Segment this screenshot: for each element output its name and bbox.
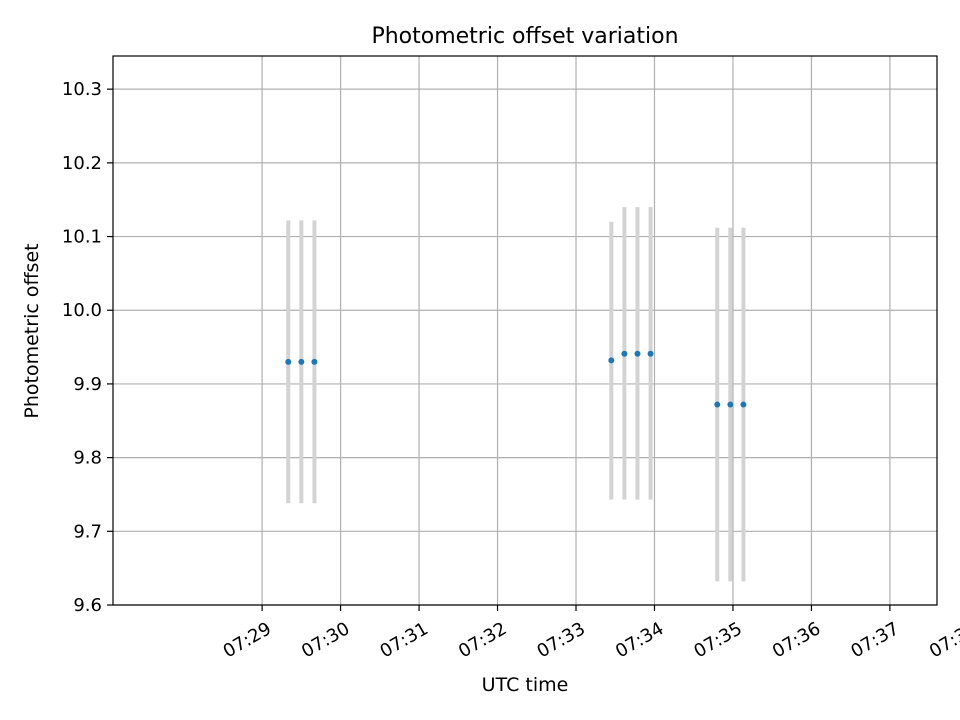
data-point — [714, 401, 721, 408]
data-point — [285, 358, 292, 365]
data-point — [727, 401, 734, 408]
x-tick-label: 07:31 — [377, 618, 432, 662]
y-tick-label: 9.9 — [73, 374, 102, 395]
data-points — [285, 350, 747, 408]
x-tick-label: 07:33 — [533, 618, 588, 662]
grid — [113, 56, 937, 606]
x-axis-label: UTC time — [482, 674, 569, 696]
data-point — [621, 350, 628, 357]
y-tick-label: 10.2 — [62, 153, 102, 174]
y-axis-label: Photometric offset — [21, 243, 43, 418]
data-point — [634, 350, 641, 357]
y-tick-label: 10.3 — [62, 79, 102, 100]
x-tick-label: 07:34 — [612, 618, 667, 662]
plot-frame — [112, 55, 938, 606]
chart-title: Photometric offset variation — [371, 24, 678, 49]
data-point — [647, 350, 654, 357]
x-axis-ticks: 07:29 07:30 07:31 07:32 07:33 07:34 07:35 07:36… — [220, 605, 960, 662]
y-tick-label: 9.8 — [73, 448, 102, 469]
y-tick-label: 9.6 — [73, 595, 102, 616]
data-point — [740, 401, 747, 408]
y-tick-label: 9.7 — [73, 521, 102, 542]
data-point — [311, 358, 318, 365]
x-tick-label: 07:35 — [690, 618, 745, 662]
data-point — [608, 357, 615, 364]
y-tick-label: 10.1 — [62, 227, 102, 248]
x-tick-label: 07:36 — [769, 618, 824, 662]
x-tick-label: 07:37 — [847, 618, 902, 662]
data-point — [298, 358, 305, 365]
x-tick-label: 07:30 — [298, 618, 353, 662]
x-tick-label: 07:32 — [455, 618, 510, 662]
error-bars — [286, 207, 746, 582]
x-tick-label: 07:38 — [926, 618, 960, 662]
y-tick-label: 10.0 — [62, 300, 102, 321]
y-axis-ticks: 9.6 9.7 9.8 9.9 10.0 10.1 10.2 10.3 — [62, 79, 113, 616]
x-tick-label: 07:29 — [220, 618, 275, 662]
